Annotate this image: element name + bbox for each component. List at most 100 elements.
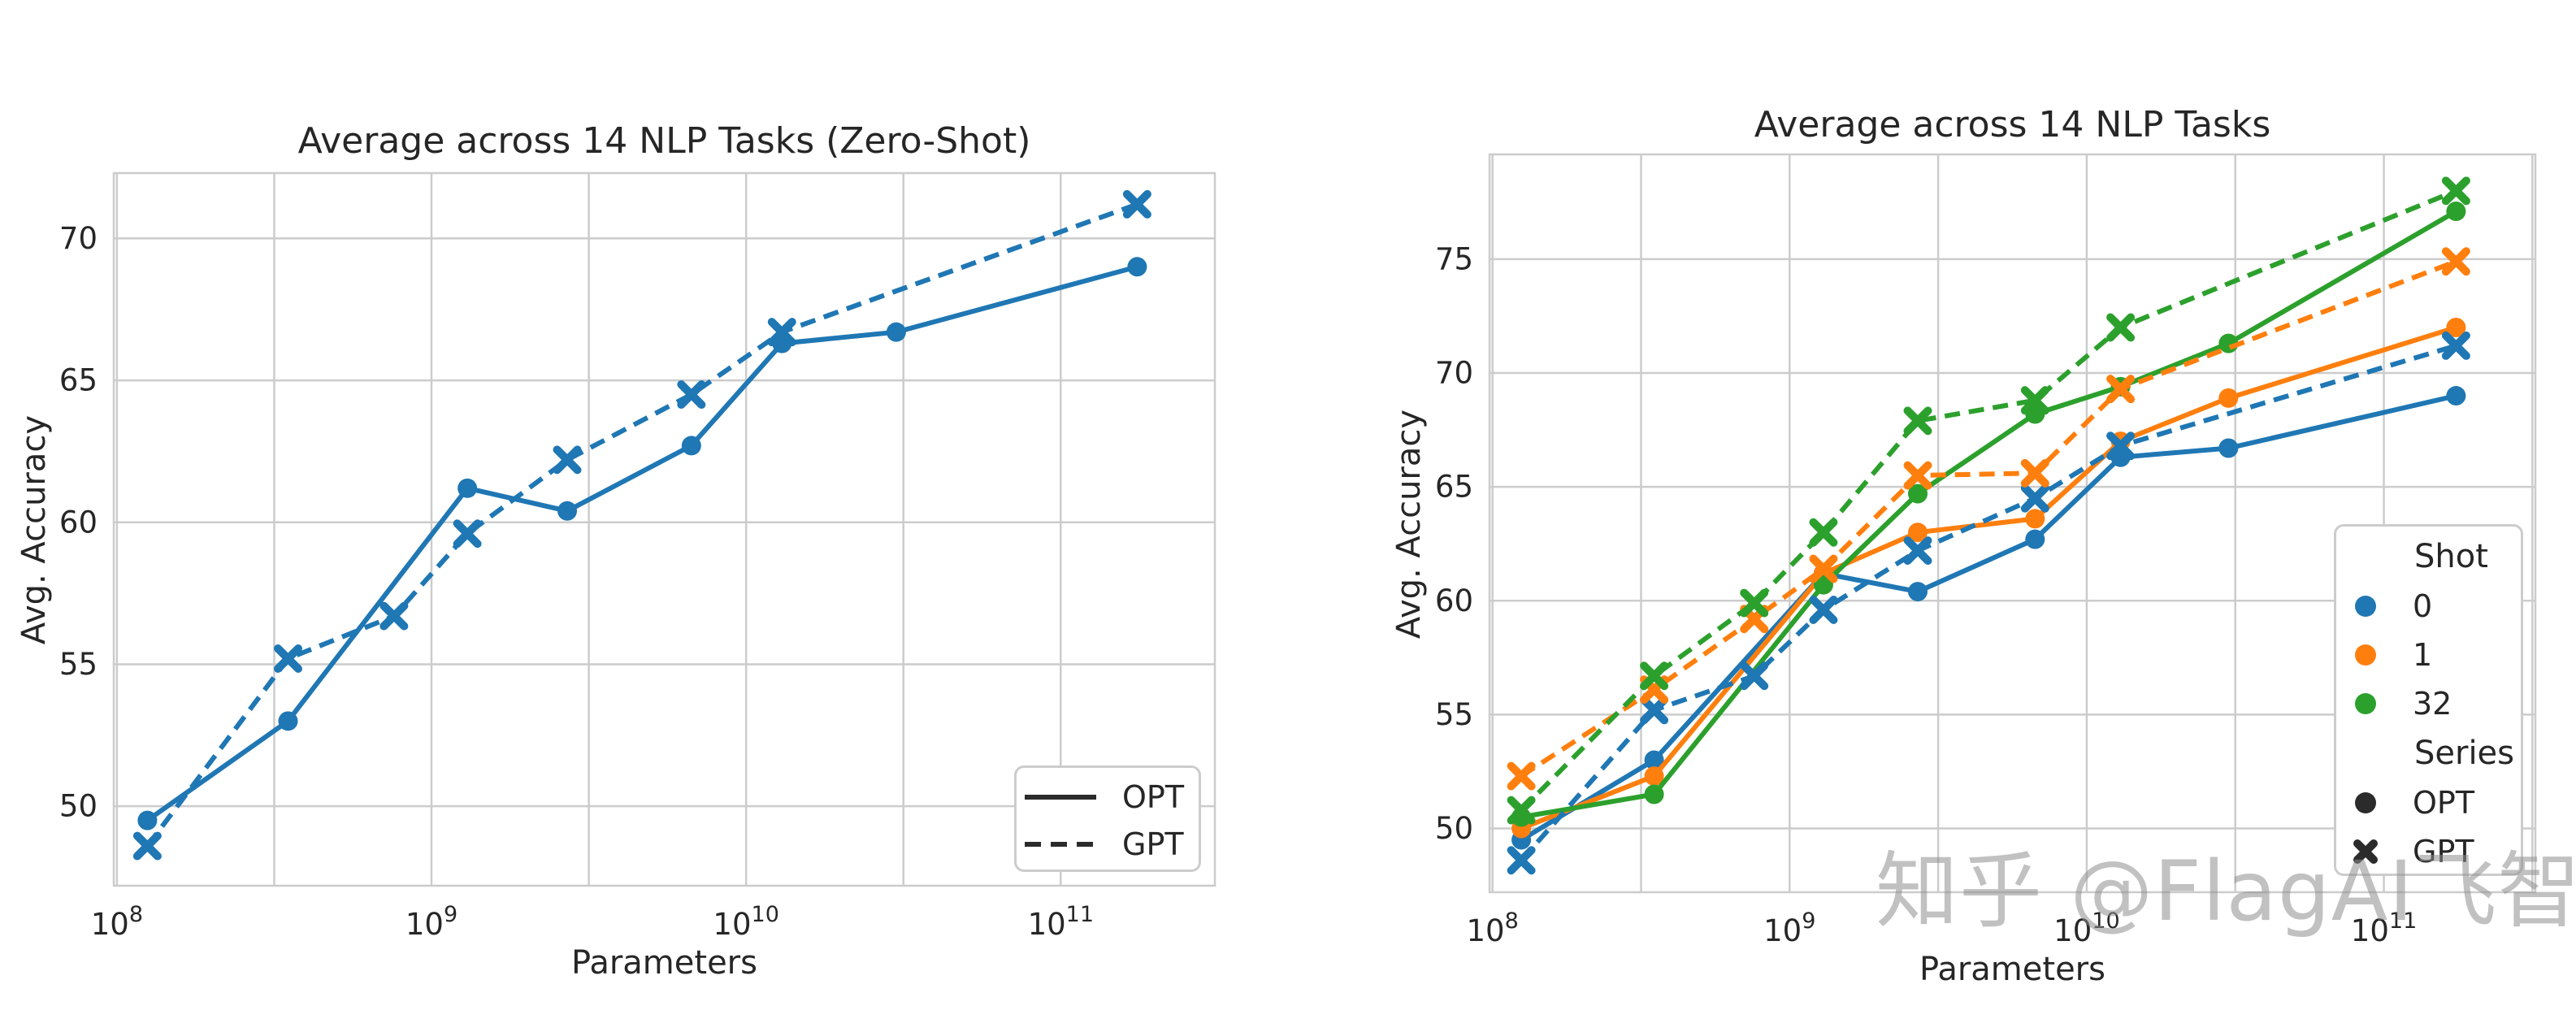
y-tick-label: 65: [59, 363, 98, 398]
data-point-x: [453, 519, 482, 549]
data-point-circle: [1644, 766, 1664, 787]
series-opt-32-shot: [1511, 202, 2466, 827]
data-point-x: [1640, 696, 1669, 725]
data-point-x: [2020, 386, 2049, 415]
data-point-x: [1507, 761, 1536, 791]
series-line: [145, 202, 1138, 848]
data-point-circle: [1127, 257, 1147, 277]
circle-marker-icon: [2336, 692, 2395, 716]
x-tick-label: 109: [405, 902, 458, 942]
data-point-x: [1903, 406, 1932, 436]
data-point-circle: [2025, 509, 2045, 529]
x-tick-label: 1010: [2053, 908, 2119, 948]
y-tick-label: 55: [1435, 697, 1473, 732]
x-tick-label: 109: [1763, 908, 1815, 948]
legend-label: GPT: [2413, 834, 2474, 869]
data-point-circle: [886, 322, 906, 342]
data-point-circle: [681, 436, 701, 456]
legend-label: 32: [2413, 686, 2452, 722]
right-chart-plot: 50 55 60 65 70 75 108 109 1010 1011: [1435, 153, 2537, 948]
data-point-circle: [1644, 750, 1664, 770]
data-point-circle: [1813, 575, 1833, 595]
data-point-x: [1809, 518, 1838, 547]
data-point-x: [1809, 595, 1838, 624]
circle-marker-icon: [2336, 791, 2395, 815]
data-point-circle: [458, 478, 478, 498]
legend-item-shot-32: 32: [2336, 679, 2521, 728]
data-point-x: [1507, 796, 1536, 825]
data-point-x: [1903, 461, 1932, 490]
data-point-x: [677, 380, 706, 410]
y-tick-label: 60: [1435, 583, 1473, 618]
data-point-circle: [2446, 202, 2466, 222]
series-line: [1520, 325, 2457, 831]
legend-item-series-gpt: GPT: [2336, 827, 2521, 876]
data-point-x: [132, 831, 162, 861]
data-point-x: [2106, 375, 2136, 404]
right-chart-legend: Shot 0 1 32 Series OPT GPT: [2334, 524, 2523, 876]
data-point-circle: [137, 810, 158, 830]
y-tick-label: 70: [1435, 356, 1473, 391]
data-point-x: [2441, 176, 2470, 206]
series-opt: [137, 257, 1147, 830]
left-chart-title: Average across 14 NLP Tasks (Zero-Shot): [297, 120, 1031, 162]
left-chart-plot: 50 55 60 65 70 108 109 1010 1011: [59, 171, 1216, 942]
series-line: [145, 264, 1138, 823]
right-y-axis-label: Avg. Accuracy: [1390, 409, 1428, 640]
plot-border: [1488, 153, 2537, 894]
series-line: [1520, 258, 2457, 778]
y-tick-label: 65: [1435, 470, 1473, 505]
data-point-x: [553, 445, 582, 475]
x-tick-label: 1011: [2351, 908, 2417, 948]
legend-item-gpt: GPT: [1017, 821, 1199, 868]
data-point-circle: [2218, 388, 2239, 408]
x-tick-label: 108: [91, 902, 143, 942]
y-tick-label: 75: [1435, 241, 1473, 276]
data-point-circle: [2025, 529, 2045, 549]
series-line: [1520, 209, 2457, 820]
legend-header-shot: Shot: [2414, 538, 2488, 575]
gridlines: [114, 173, 1215, 886]
circle-marker-icon: [2336, 643, 2395, 667]
y-tick-label: 70: [59, 221, 98, 256]
x-marker-icon: [2336, 839, 2395, 865]
data-point-x: [1640, 661, 1669, 691]
dashed-line-icon: [1017, 839, 1104, 849]
y-tick-label: 60: [59, 505, 98, 540]
legend-item-opt: OPT: [1017, 774, 1199, 821]
series-gpt-32-shot: [1507, 176, 2470, 825]
data-point-x: [2020, 458, 2049, 488]
data-point-circle: [2446, 386, 2466, 406]
x-tick-label: 1011: [1028, 902, 1094, 942]
data-point-circle: [2446, 317, 2466, 337]
solid-line-icon: [1017, 792, 1104, 802]
series-gpt: [132, 189, 1151, 861]
data-point-x: [2441, 247, 2470, 276]
legend-label: 1: [2413, 637, 2433, 673]
data-point-x: [1740, 588, 1769, 618]
data-point-circle: [278, 711, 298, 731]
data-point-x: [2106, 431, 2136, 461]
legend-item-shot-0: 0: [2336, 582, 2521, 631]
left-x-axis-label: Parameters: [571, 944, 757, 982]
left-y-axis-label: Avg. Accuracy: [15, 414, 53, 645]
data-point-x: [1903, 536, 1932, 566]
legend-label: OPT: [2413, 785, 2475, 821]
legend-label: 0: [2413, 588, 2433, 624]
data-point-circle: [1907, 483, 1928, 504]
data-point-circle: [1907, 582, 1928, 602]
series-gpt-0-shot: [1507, 331, 2470, 875]
legend-item-series-opt: OPT: [2336, 778, 2521, 827]
data-point-x: [1809, 554, 1838, 583]
data-point-circle: [2218, 438, 2239, 458]
data-point-circle: [1644, 784, 1664, 804]
legend-header-series: Series: [2414, 735, 2515, 772]
legend-item-shot-1: 1: [2336, 631, 2521, 679]
data-point-circle: [1907, 523, 1928, 543]
data-point-x: [379, 601, 409, 631]
right-chart-title: Average across 14 NLP Tasks: [1754, 104, 2271, 145]
data-point-x: [1507, 846, 1536, 875]
data-point-x: [274, 644, 303, 673]
y-tick-label: 55: [59, 647, 98, 682]
